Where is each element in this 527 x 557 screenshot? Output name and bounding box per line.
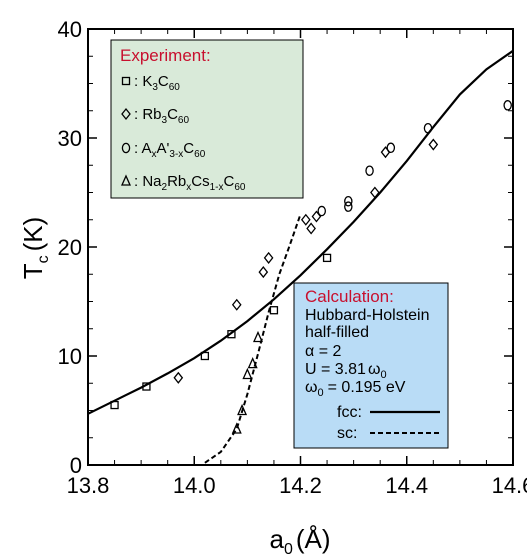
curves: [87, 49, 514, 464]
y-axis-title-main: T: [18, 263, 48, 279]
y-tick-label: 20: [58, 235, 82, 260]
diamond-data-point: [306, 222, 316, 235]
x-tick-label: 13.8: [67, 473, 110, 498]
legend-item-label: : AxA'3-xC60: [134, 140, 206, 160]
x-tick-label: 14.4: [385, 473, 428, 498]
square-data-point: [227, 330, 236, 339]
calculation-line5-sub: 0: [318, 387, 324, 399]
legend-item-label: : Rb3C60: [134, 106, 189, 126]
diamond-data-point: [428, 138, 439, 151]
calculation-line5-symbol: ω: [305, 379, 318, 396]
x-axis-title-unit: (Å): [296, 524, 331, 554]
y-tick-label: 0: [70, 453, 82, 478]
y-axis-title: Tc (K): [18, 217, 52, 280]
calculation-line1: Hubbard-Holstein: [305, 307, 430, 324]
calculation-line5-suffix: = 0.195 eV: [328, 379, 406, 396]
diamond-data-point: [258, 266, 269, 279]
circle-data-point: [386, 142, 396, 154]
triangle-data-point: [247, 357, 258, 369]
x-axis-title-sub: 0: [284, 541, 293, 557]
circle-data-point: [344, 201, 353, 212]
y-tick-label: 10: [58, 344, 82, 369]
x-axis-title: a0 (Å): [269, 524, 330, 557]
square-data-point: [110, 400, 119, 410]
experiment-legend-items: : K3C60 : Rb3C60 : AxA'3-xC60 : Na2RbxCs1-x…: [120, 73, 246, 193]
legend-item-label: : Na2RbxCs1-xC60: [134, 173, 246, 193]
circle-data-point: [344, 195, 353, 207]
diamond-data-point: [263, 251, 274, 264]
experiment-legend-bg: [110, 39, 304, 199]
calculation-line4: U = 3.81 ω0: [305, 361, 387, 381]
circle-data-point: [317, 205, 326, 217]
calculation-line4-sub: 0: [380, 369, 386, 381]
y-axis-title-sub: c: [35, 255, 52, 263]
y-axis-title-unit: (K): [18, 217, 48, 252]
diamond-data-point: [370, 186, 380, 199]
experiment-legend-title: Experiment:: [120, 46, 211, 65]
diamond-data-point: [380, 146, 391, 159]
y-tick-label: 40: [58, 17, 82, 42]
calculation-panel-bg: [293, 282, 449, 449]
circle-data-point: [365, 165, 374, 176]
triangle-data-point: [237, 403, 248, 416]
calculation-line5: ω0 = 0.195 eV: [305, 379, 406, 399]
square-data-point: [200, 351, 210, 361]
square-data-point: [269, 306, 279, 315]
svg-text:Tc(K): Tc (K): [18, 217, 52, 280]
x-axis-title-main: a: [269, 524, 284, 554]
fcc-legend-label: fcc:: [337, 404, 362, 421]
square-legend-marker: [121, 76, 131, 86]
ticks: 13.8 14.0 14.2 14.4 14.6 0 10 20 30 40: [58, 17, 527, 498]
triangle-data-point: [231, 422, 242, 434]
x-tick-label: 14.6: [492, 473, 527, 498]
calculation-line2: half-filled: [305, 324, 369, 341]
legend-item-label: : K3C60: [134, 73, 180, 93]
calculation-line4-prefix: U = 3.81: [305, 361, 366, 378]
square-data-point: [322, 253, 332, 263]
triangle-legend-marker: [120, 174, 132, 186]
diamond-data-point: [231, 298, 242, 311]
sc-curve: [204, 213, 302, 464]
fcc-curve: [87, 49, 514, 415]
diamond-legend-marker: [121, 107, 131, 121]
diamond-data-point: [311, 210, 322, 223]
circle-data-point: [503, 100, 512, 111]
calculation-line4-symbol: ω: [368, 361, 381, 378]
triangle-data-point: [242, 367, 253, 380]
diamond-data-point: [300, 213, 311, 226]
circle-legend-marker: [121, 142, 131, 154]
calculation-title: Calculation:: [305, 287, 394, 306]
y-tick-label: 30: [58, 126, 82, 151]
x-tick-label: 14.2: [279, 473, 322, 498]
circle-data-point: [423, 122, 433, 134]
diamond-data-point: [173, 371, 184, 384]
data-markers: [110, 100, 512, 434]
calculation-line3: α = 2: [305, 343, 341, 360]
triangle-data-point: [252, 330, 264, 343]
x-tick-label: 14.0: [173, 473, 216, 498]
experiment-legend: Experiment: : K3C60 : Rb3C60 : AxA'3-xC60:…: [110, 39, 304, 199]
square-data-point: [142, 382, 151, 391]
sc-legend-label: sc:: [337, 425, 357, 442]
calculation-panel: Calculation: Hubbard-Holstein half-fille…: [293, 282, 449, 449]
